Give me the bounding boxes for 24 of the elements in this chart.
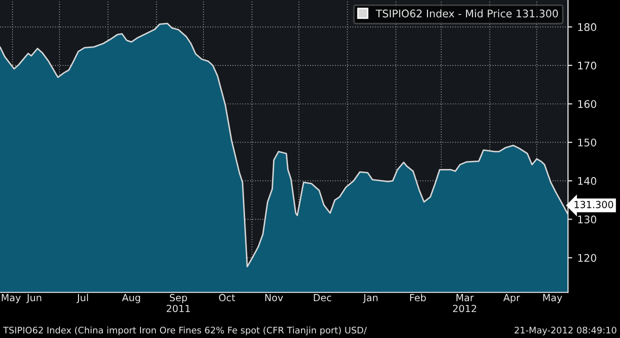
y-tick-label: 140 [578,177,596,185]
x-tick-label: Feb [410,294,426,302]
x-tick-label: Mar 2012 [453,294,476,312]
y-tick-label: 160 [578,100,596,108]
annotation: 131.300 [574,200,614,208]
legend-label: TSIPIO62 Index - Mid Price 131.300 [376,9,558,18]
y-tick-label: 120 [578,254,596,262]
text: TSIPIO62 Index (China import Iron Ore Fines 62% Fe spot (CFR Tianjin port) USD/ [3,326,367,336]
x-tick-label: Nov [265,294,284,302]
x-tick-label: Jun [26,294,42,304]
y-tick-label: 170 [578,62,596,70]
x-tick-label: Sep 2011 [166,294,190,312]
x-tick-label: Oct [219,294,236,302]
x-tick-label: Dec [314,294,332,302]
x-tick-label: May [543,294,562,304]
x-tick-label: Aug [122,294,140,304]
y-tick-label: 130 [578,216,596,224]
y-tick-label: 180 [578,23,596,32]
y-tick-label: 150 [578,138,596,146]
text: 21-May-2012 08:49:10 [514,326,616,336]
x-tick-label: Apr [503,294,520,304]
x-tick-label: Jul [76,294,88,304]
x-tick-label: Jan [362,294,378,304]
x-tick-label: May [2,294,21,304]
